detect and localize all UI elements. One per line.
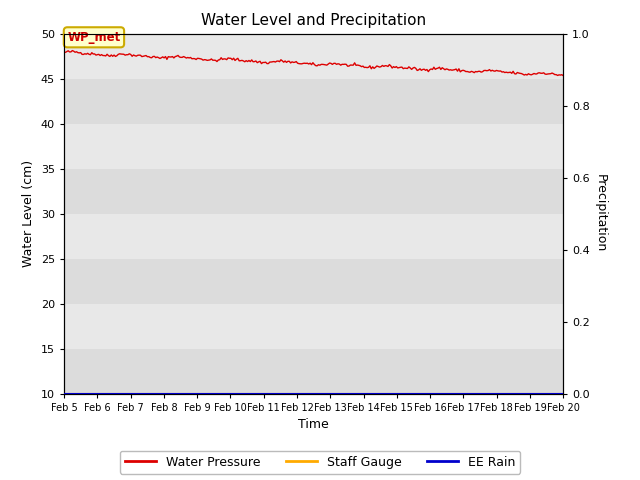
Bar <box>64 303 563 348</box>
Y-axis label: Precipitation: Precipitation <box>594 174 607 253</box>
Text: WP_met: WP_met <box>67 31 120 44</box>
Bar <box>64 34 563 79</box>
Bar <box>64 259 563 303</box>
Legend: Water Pressure, Staff Gauge, EE Rain: Water Pressure, Staff Gauge, EE Rain <box>120 451 520 474</box>
Bar <box>64 168 563 214</box>
X-axis label: Time: Time <box>298 418 329 431</box>
Bar <box>64 79 563 123</box>
Y-axis label: Water Level (cm): Water Level (cm) <box>22 160 35 267</box>
Bar <box>64 348 563 394</box>
Title: Water Level and Precipitation: Water Level and Precipitation <box>201 13 426 28</box>
Bar <box>64 214 563 259</box>
Bar <box>64 123 563 168</box>
